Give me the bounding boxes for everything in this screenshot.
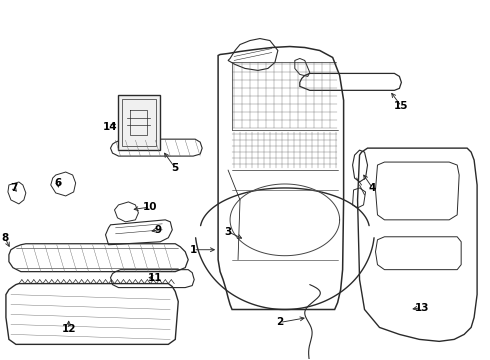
Text: 6: 6	[54, 178, 61, 188]
Text: 1: 1	[190, 245, 197, 255]
FancyBboxPatch shape	[119, 95, 160, 150]
Text: 11: 11	[148, 273, 163, 283]
Text: 5: 5	[172, 163, 179, 173]
Text: 2: 2	[276, 318, 284, 328]
Text: 12: 12	[61, 324, 76, 334]
Text: 15: 15	[394, 101, 409, 111]
Text: 8: 8	[1, 233, 8, 243]
Text: 13: 13	[415, 302, 430, 312]
Text: 10: 10	[143, 202, 158, 212]
Text: 7: 7	[10, 183, 18, 193]
Text: 3: 3	[224, 227, 232, 237]
Text: 14: 14	[103, 122, 118, 132]
Text: 9: 9	[155, 225, 162, 235]
Text: 4: 4	[369, 183, 376, 193]
